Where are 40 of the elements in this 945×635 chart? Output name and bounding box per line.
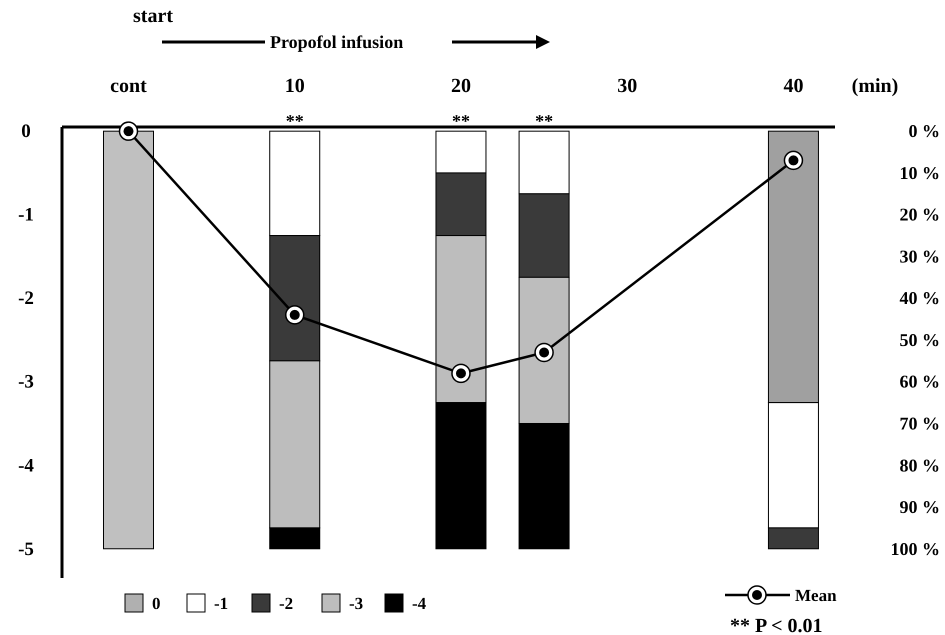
y-tick-label: -3	[18, 372, 34, 393]
y2-tick-label: 20 %	[900, 204, 940, 225]
text: ** P < 0.01	[730, 615, 823, 635]
y-tick-label: -1	[18, 204, 34, 226]
legend-label: 0	[152, 594, 160, 613]
y2-tick-label: 80 %	[900, 455, 940, 476]
x-axis-title: (min)	[852, 75, 898, 97]
x-tick-label: 10	[284, 75, 305, 97]
legend-label: -4	[412, 594, 427, 613]
y2-tick-label: 0 %	[908, 121, 940, 142]
y-tick-label: -2	[18, 288, 34, 310]
annotation: **	[535, 111, 554, 132]
point	[451, 364, 471, 384]
legend-label: -3	[349, 594, 364, 613]
x-tick-label: 20	[450, 75, 471, 97]
annotation: **	[286, 111, 304, 132]
y2-tick-label: 90 %	[900, 497, 940, 518]
y2-tick-label: 10 %	[900, 162, 940, 183]
legend-label: -2	[279, 594, 294, 613]
point	[534, 342, 554, 362]
y2-tick-label: 100 %	[890, 538, 940, 559]
annotation: **	[452, 111, 470, 132]
point	[784, 150, 804, 170]
y-tick-label: 0	[21, 121, 31, 142]
y2-tick-label: 40 %	[900, 288, 940, 308]
text: start	[133, 5, 174, 27]
x-tick-label: 30	[617, 75, 638, 97]
x-tick-label: cont	[110, 75, 148, 97]
legend-label: -1	[214, 594, 228, 613]
y2-tick-label: 30 %	[900, 246, 940, 266]
text: Propofol infusion	[270, 32, 404, 52]
y-tick-label: -4	[18, 455, 34, 476]
y-tick-label: -5	[18, 538, 34, 560]
legend-label: Mean	[795, 586, 838, 605]
x-tick-label: 40	[783, 75, 804, 97]
point	[284, 305, 304, 325]
y2-tick-label: 60 %	[900, 372, 940, 392]
y2-tick-label: 70 %	[900, 413, 940, 434]
point	[118, 121, 138, 141]
y2-tick-label: 50 %	[900, 330, 940, 350]
